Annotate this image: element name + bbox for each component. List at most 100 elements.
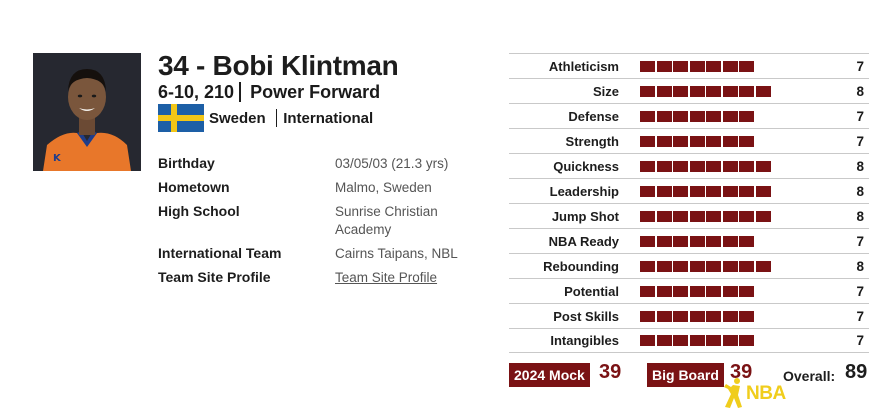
rating-bar-segment [640,260,655,272]
info-value: Malmo, Sweden [335,180,432,195]
rating-bar-segment [755,210,771,222]
rating-row: Post Skills 7 [509,303,869,328]
rating-row: Size 8 [509,78,869,103]
rating-bar-segment [673,335,688,346]
rating-bar-segment [673,60,688,72]
rating-bar-segment [640,235,655,247]
rating-bar [640,210,830,222]
rating-bar-segment [640,285,655,297]
rating-bar [640,60,830,72]
rating-bar-segment [673,260,688,272]
rating-bar-segment [689,260,705,272]
region-name: International [283,109,374,127]
rating-bar-segment [706,235,721,247]
rating-bar-segment [706,185,721,197]
rating-bar-segment [722,110,738,122]
rating-row: Strength 7 [509,128,869,153]
rating-row: Quickness 8 [509,153,869,178]
rating-bar-segment [656,210,672,222]
rating-bar-segment [640,110,655,122]
rating-bar-segment [673,110,688,122]
player-position: Power Forward [250,81,381,102]
rating-bar-segment [722,335,738,346]
rating-bar-segment [640,135,655,147]
rating-label: Post Skills [553,308,619,324]
mock-value: 39 [599,361,622,383]
rating-bar-segment [739,285,754,297]
rating-bar-segment [755,185,771,197]
info-value: Sunrise Christian Academy [335,204,438,237]
rating-bar-segment [706,285,721,297]
rating-bar-segment [706,210,721,222]
ratings-table: Athleticism 7 Size 8 Defense 7 Strength 7 Quickn… [509,53,869,353]
player-subline: 6-10, 210 Power Forward [158,81,380,103]
overall-value: 89 [845,361,868,383]
rating-bar-segment [722,235,738,247]
rating-bar-segment [673,235,688,247]
rating-bar-segment [689,110,705,122]
info-row-high-school: High School Sunrise Christian Academy [158,203,488,239]
rating-bar-segment [673,285,688,297]
rating-bar [640,260,830,272]
rating-bar-segment [706,110,721,122]
rating-bar-segment [739,60,754,72]
rating-bar-segment [722,210,738,222]
rating-row: Jump Shot 8 [509,203,869,228]
rating-bar-segment [640,160,655,172]
rating-bar-segment [739,310,754,322]
rating-label: Defense [568,108,619,124]
info-label: Hometown [158,179,230,195]
info-label: High School [158,203,240,219]
rating-bar-segment [739,110,754,122]
rating-bar-segment [640,335,655,346]
rating-label: Rebounding [543,258,619,274]
rating-bar-segment [656,185,672,197]
rating-label: Potential [564,283,619,299]
rating-value: 8 [856,258,864,274]
rating-bar-segment [673,135,688,147]
rating-bar-segment [739,260,754,272]
rating-row: Athleticism 7 [509,53,869,78]
rating-label: NBA Ready [548,233,619,249]
rating-label: Size [592,83,619,99]
rating-bar-segment [656,335,672,346]
rating-label: Intangibles [550,333,619,348]
rating-bar-segment [640,185,655,197]
rating-bar-segment [722,60,738,72]
rating-bar-segment [656,235,672,247]
rating-bar-segment [689,160,705,172]
player-photo: K [33,53,141,171]
rating-bar-segment [656,60,672,72]
rating-value: 7 [856,283,864,299]
rating-bar [640,185,830,197]
rating-label: Quickness [553,158,619,174]
rating-bar-segment [739,335,754,346]
height-weight: 6-10, 210 [158,81,235,102]
rating-value: 7 [856,308,864,324]
country-name: Sweden [209,109,266,127]
rating-bar-segment [722,160,738,172]
rating-bar-segment [656,110,672,122]
rating-bar-segment [739,185,754,197]
rating-value: 7 [856,58,864,74]
rating-bar-segment [755,260,771,272]
rating-bar [640,235,830,247]
nba-logo: NBA [722,377,786,411]
rating-bar [640,110,830,122]
rating-bar-segment [640,310,655,322]
rating-bar-segment [722,310,738,322]
rating-row: NBA Ready 7 [509,228,869,253]
rating-bar-segment [706,135,721,147]
rating-bar-segment [689,235,705,247]
rating-bar-segment [722,260,738,272]
rating-bar-segment [673,185,688,197]
rating-bar-segment [656,160,672,172]
rating-bar-segment [656,135,672,147]
rating-bar-segment [689,60,705,72]
rating-bar-segment [656,85,672,97]
rating-bar [640,310,830,322]
rating-bar-segment [706,160,721,172]
rating-bar-segment [689,135,705,147]
team-site-profile-link[interactable]: Team Site Profile [335,270,438,285]
rating-bar-segment [689,285,705,297]
